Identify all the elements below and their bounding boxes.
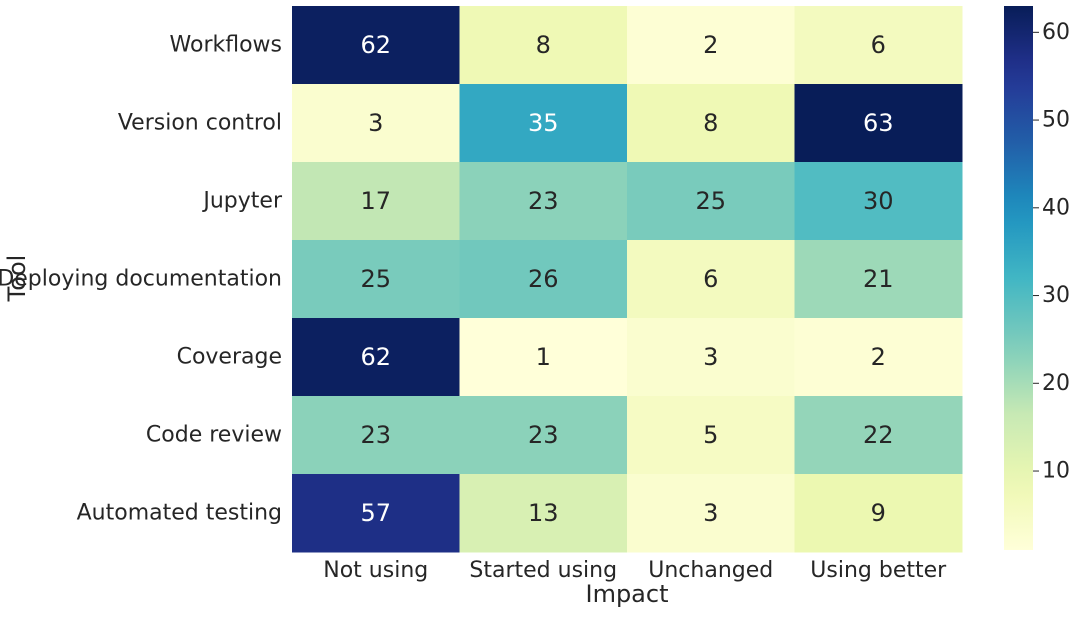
heatmap-cell xyxy=(292,474,460,553)
colorbar-tick-label: 10 xyxy=(1042,459,1070,484)
heatmap-cell xyxy=(459,396,628,475)
column-tick-label: Not using xyxy=(323,558,428,583)
heatmap-cell xyxy=(794,240,963,319)
row-tick-label: Jupyter xyxy=(201,189,283,214)
cell-value-label: 57 xyxy=(360,499,391,527)
heatmap-cell xyxy=(794,6,963,85)
heatmap-cell xyxy=(459,84,628,163)
heatmap-cell xyxy=(292,84,460,163)
cell-value-label: 13 xyxy=(528,499,559,527)
heatmap-cell xyxy=(627,6,795,85)
cell-value-label: 9 xyxy=(871,499,886,527)
heatmap-cell xyxy=(292,162,460,241)
heatmap-cell xyxy=(459,240,628,319)
heatmap-cells xyxy=(292,6,963,553)
cell-value-label: 1 xyxy=(536,343,551,371)
heatmap-cell xyxy=(459,162,628,241)
heatmap-cell xyxy=(292,240,460,319)
colorbar-ticks: 10 20 30 40 50 60 xyxy=(1033,20,1070,484)
cell-value-label: 6 xyxy=(703,265,718,293)
heatmap-cell xyxy=(627,474,795,553)
column-tick-label: Unchanged xyxy=(648,558,773,583)
cell-value-label: 26 xyxy=(528,265,559,293)
column-tick-label: Started using xyxy=(469,558,617,583)
heatmap-cell xyxy=(292,396,460,475)
colorbar-tick-label: 40 xyxy=(1042,195,1070,220)
column-labels: Not using Started using Unchanged Using bet… xyxy=(323,558,947,583)
row-tick-label: Deploying documentation xyxy=(0,267,282,292)
cell-value-label: 25 xyxy=(360,265,391,293)
heatmap-cell xyxy=(627,318,795,397)
colorbar-tick-label: 50 xyxy=(1042,108,1070,133)
cell-value-label: 22 xyxy=(863,421,894,449)
cell-value-label: 62 xyxy=(360,343,391,371)
colorbar xyxy=(1004,6,1033,550)
column-tick-label: Using better xyxy=(810,558,947,583)
heatmap-cell xyxy=(794,84,963,163)
cell-value-label: 8 xyxy=(703,109,718,137)
cell-value-label: 17 xyxy=(360,187,391,215)
heatmap-cell xyxy=(292,6,460,85)
cell-value-label: 25 xyxy=(695,187,726,215)
x-axis-title: Impact xyxy=(585,580,668,608)
heatmap-cell xyxy=(794,162,963,241)
colorbar-tick-label: 20 xyxy=(1042,371,1070,396)
row-labels: Workflows Version control Jupyter Deploying… xyxy=(0,33,283,526)
heatmap-cell xyxy=(292,318,460,397)
y-axis-title: Tool xyxy=(3,255,31,303)
cell-value-label: 3 xyxy=(703,343,718,371)
colorbar-tick-label: 60 xyxy=(1042,20,1070,45)
cell-value-label: 35 xyxy=(528,109,559,137)
row-tick-label: Code review xyxy=(146,423,282,448)
cell-value-label: 3 xyxy=(703,499,718,527)
cell-value-label: 62 xyxy=(360,31,391,59)
heatmap-cell xyxy=(794,474,963,553)
cell-value-label: 2 xyxy=(703,31,718,59)
cell-value-label: 21 xyxy=(863,265,894,293)
heatmap-cell xyxy=(459,6,628,85)
heatmap-cell xyxy=(627,84,795,163)
cell-value-label: 5 xyxy=(703,421,718,449)
cell-value-label: 8 xyxy=(536,31,551,59)
row-tick-label: Coverage xyxy=(177,345,282,370)
cell-value-label: 23 xyxy=(360,421,391,449)
heatmap-cell xyxy=(627,240,795,319)
cell-value-label: 6 xyxy=(871,31,886,59)
cell-value-label: 63 xyxy=(863,109,894,137)
heatmap-cell xyxy=(627,162,795,241)
row-tick-label: Workflows xyxy=(170,33,282,58)
cell-value-label: 2 xyxy=(871,343,886,371)
cell-value-label: 23 xyxy=(528,421,559,449)
cell-value-label: 30 xyxy=(863,187,894,215)
heatmap-cell xyxy=(459,318,628,397)
heatmap-cell xyxy=(794,318,963,397)
row-tick-label: Automated testing xyxy=(77,501,282,526)
cell-value-label: 3 xyxy=(368,109,383,137)
heatmap-cell xyxy=(794,396,963,475)
cell-value-label: 23 xyxy=(528,187,559,215)
row-tick-label: Version control xyxy=(118,111,282,136)
heatmap-cell xyxy=(459,474,628,553)
heatmap-cell xyxy=(627,396,795,475)
colorbar-tick-label: 30 xyxy=(1042,283,1070,308)
